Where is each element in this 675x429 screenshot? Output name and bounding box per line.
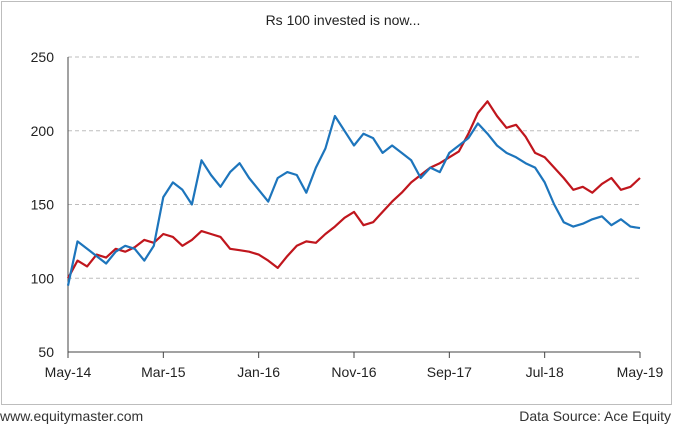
red-series-line bbox=[67, 100, 641, 279]
y-tick-label: 200 bbox=[31, 123, 55, 139]
x-tick-label: Jul-18 bbox=[526, 364, 564, 380]
x-tick-label: May-14 bbox=[45, 364, 92, 380]
series-layer bbox=[66, 100, 641, 286]
y-tick-label: 250 bbox=[31, 49, 55, 65]
chart-title: Rs 100 invested is now... bbox=[266, 12, 421, 28]
x-tick-label: Nov-16 bbox=[331, 364, 376, 380]
axes: 50 100 150 200 250 May-14 Mar-15 Jan-16 Nov-16 Se… bbox=[31, 49, 664, 380]
chart-frame bbox=[1, 1, 672, 405]
y-tick-label: 100 bbox=[31, 270, 55, 286]
website-label: www.equitymaster.com bbox=[0, 408, 144, 424]
x-tick-label: Mar-15 bbox=[141, 364, 186, 380]
y-tick-label: 150 bbox=[31, 197, 55, 213]
data-source-label: Data Source: Ace Equity bbox=[519, 408, 671, 424]
y-tick-label: 50 bbox=[38, 344, 54, 360]
x-tick-label: Jan-16 bbox=[237, 364, 280, 380]
x-tick-label: May-19 bbox=[617, 364, 664, 380]
blue-series-line bbox=[66, 114, 641, 286]
grid bbox=[68, 56, 640, 279]
x-tick-label: Sep-17 bbox=[427, 364, 472, 380]
